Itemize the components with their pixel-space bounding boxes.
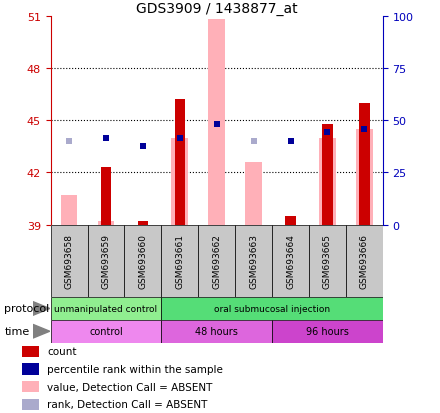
Bar — [198, 225, 235, 297]
Text: GSM693658: GSM693658 — [65, 234, 73, 289]
Text: oral submucosal injection: oral submucosal injection — [214, 304, 330, 313]
Text: percentile rank within the sample: percentile rank within the sample — [48, 364, 223, 374]
Bar — [88, 225, 125, 297]
Text: GSM693666: GSM693666 — [360, 234, 369, 289]
Text: GSM693662: GSM693662 — [212, 234, 221, 289]
Bar — [125, 225, 161, 297]
Bar — [98, 222, 114, 225]
Bar — [235, 225, 272, 297]
Bar — [286, 216, 296, 225]
Bar — [356, 130, 373, 225]
Bar — [22, 363, 39, 375]
Bar — [101, 168, 111, 225]
Text: unmanipulated control: unmanipulated control — [55, 304, 158, 313]
Bar — [322, 124, 333, 225]
Text: GSM693660: GSM693660 — [138, 234, 147, 289]
Text: GSM693659: GSM693659 — [102, 234, 110, 289]
Text: GSM693661: GSM693661 — [175, 234, 184, 289]
Bar — [209, 20, 225, 225]
Text: protocol: protocol — [4, 304, 50, 314]
Text: time: time — [4, 326, 29, 337]
Bar — [22, 381, 39, 392]
Text: GSM693664: GSM693664 — [286, 234, 295, 289]
Text: control: control — [89, 326, 123, 337]
Bar — [51, 297, 161, 320]
Text: rank, Detection Call = ABSENT: rank, Detection Call = ABSENT — [48, 399, 208, 409]
Bar — [319, 138, 336, 225]
Bar — [22, 346, 39, 357]
Text: GSM693663: GSM693663 — [249, 234, 258, 289]
Bar — [272, 225, 309, 297]
Bar — [309, 225, 346, 297]
Bar — [138, 222, 148, 225]
Bar — [22, 399, 39, 410]
Bar — [161, 225, 198, 297]
Bar — [51, 320, 161, 343]
Text: count: count — [48, 347, 77, 356]
Bar — [61, 195, 77, 225]
Polygon shape — [33, 325, 50, 338]
Text: value, Detection Call = ABSENT: value, Detection Call = ABSENT — [48, 382, 213, 392]
Bar — [346, 225, 383, 297]
Bar — [359, 103, 370, 225]
Bar — [51, 225, 88, 297]
Bar — [172, 138, 188, 225]
Title: GDS3909 / 1438877_at: GDS3909 / 1438877_at — [136, 2, 297, 16]
Bar — [272, 320, 383, 343]
Bar — [161, 297, 383, 320]
Text: GSM693665: GSM693665 — [323, 234, 332, 289]
Polygon shape — [33, 302, 50, 316]
Text: 48 hours: 48 hours — [195, 326, 238, 337]
Bar — [175, 100, 185, 225]
Bar — [246, 162, 262, 225]
Text: 96 hours: 96 hours — [306, 326, 349, 337]
Bar — [161, 320, 272, 343]
